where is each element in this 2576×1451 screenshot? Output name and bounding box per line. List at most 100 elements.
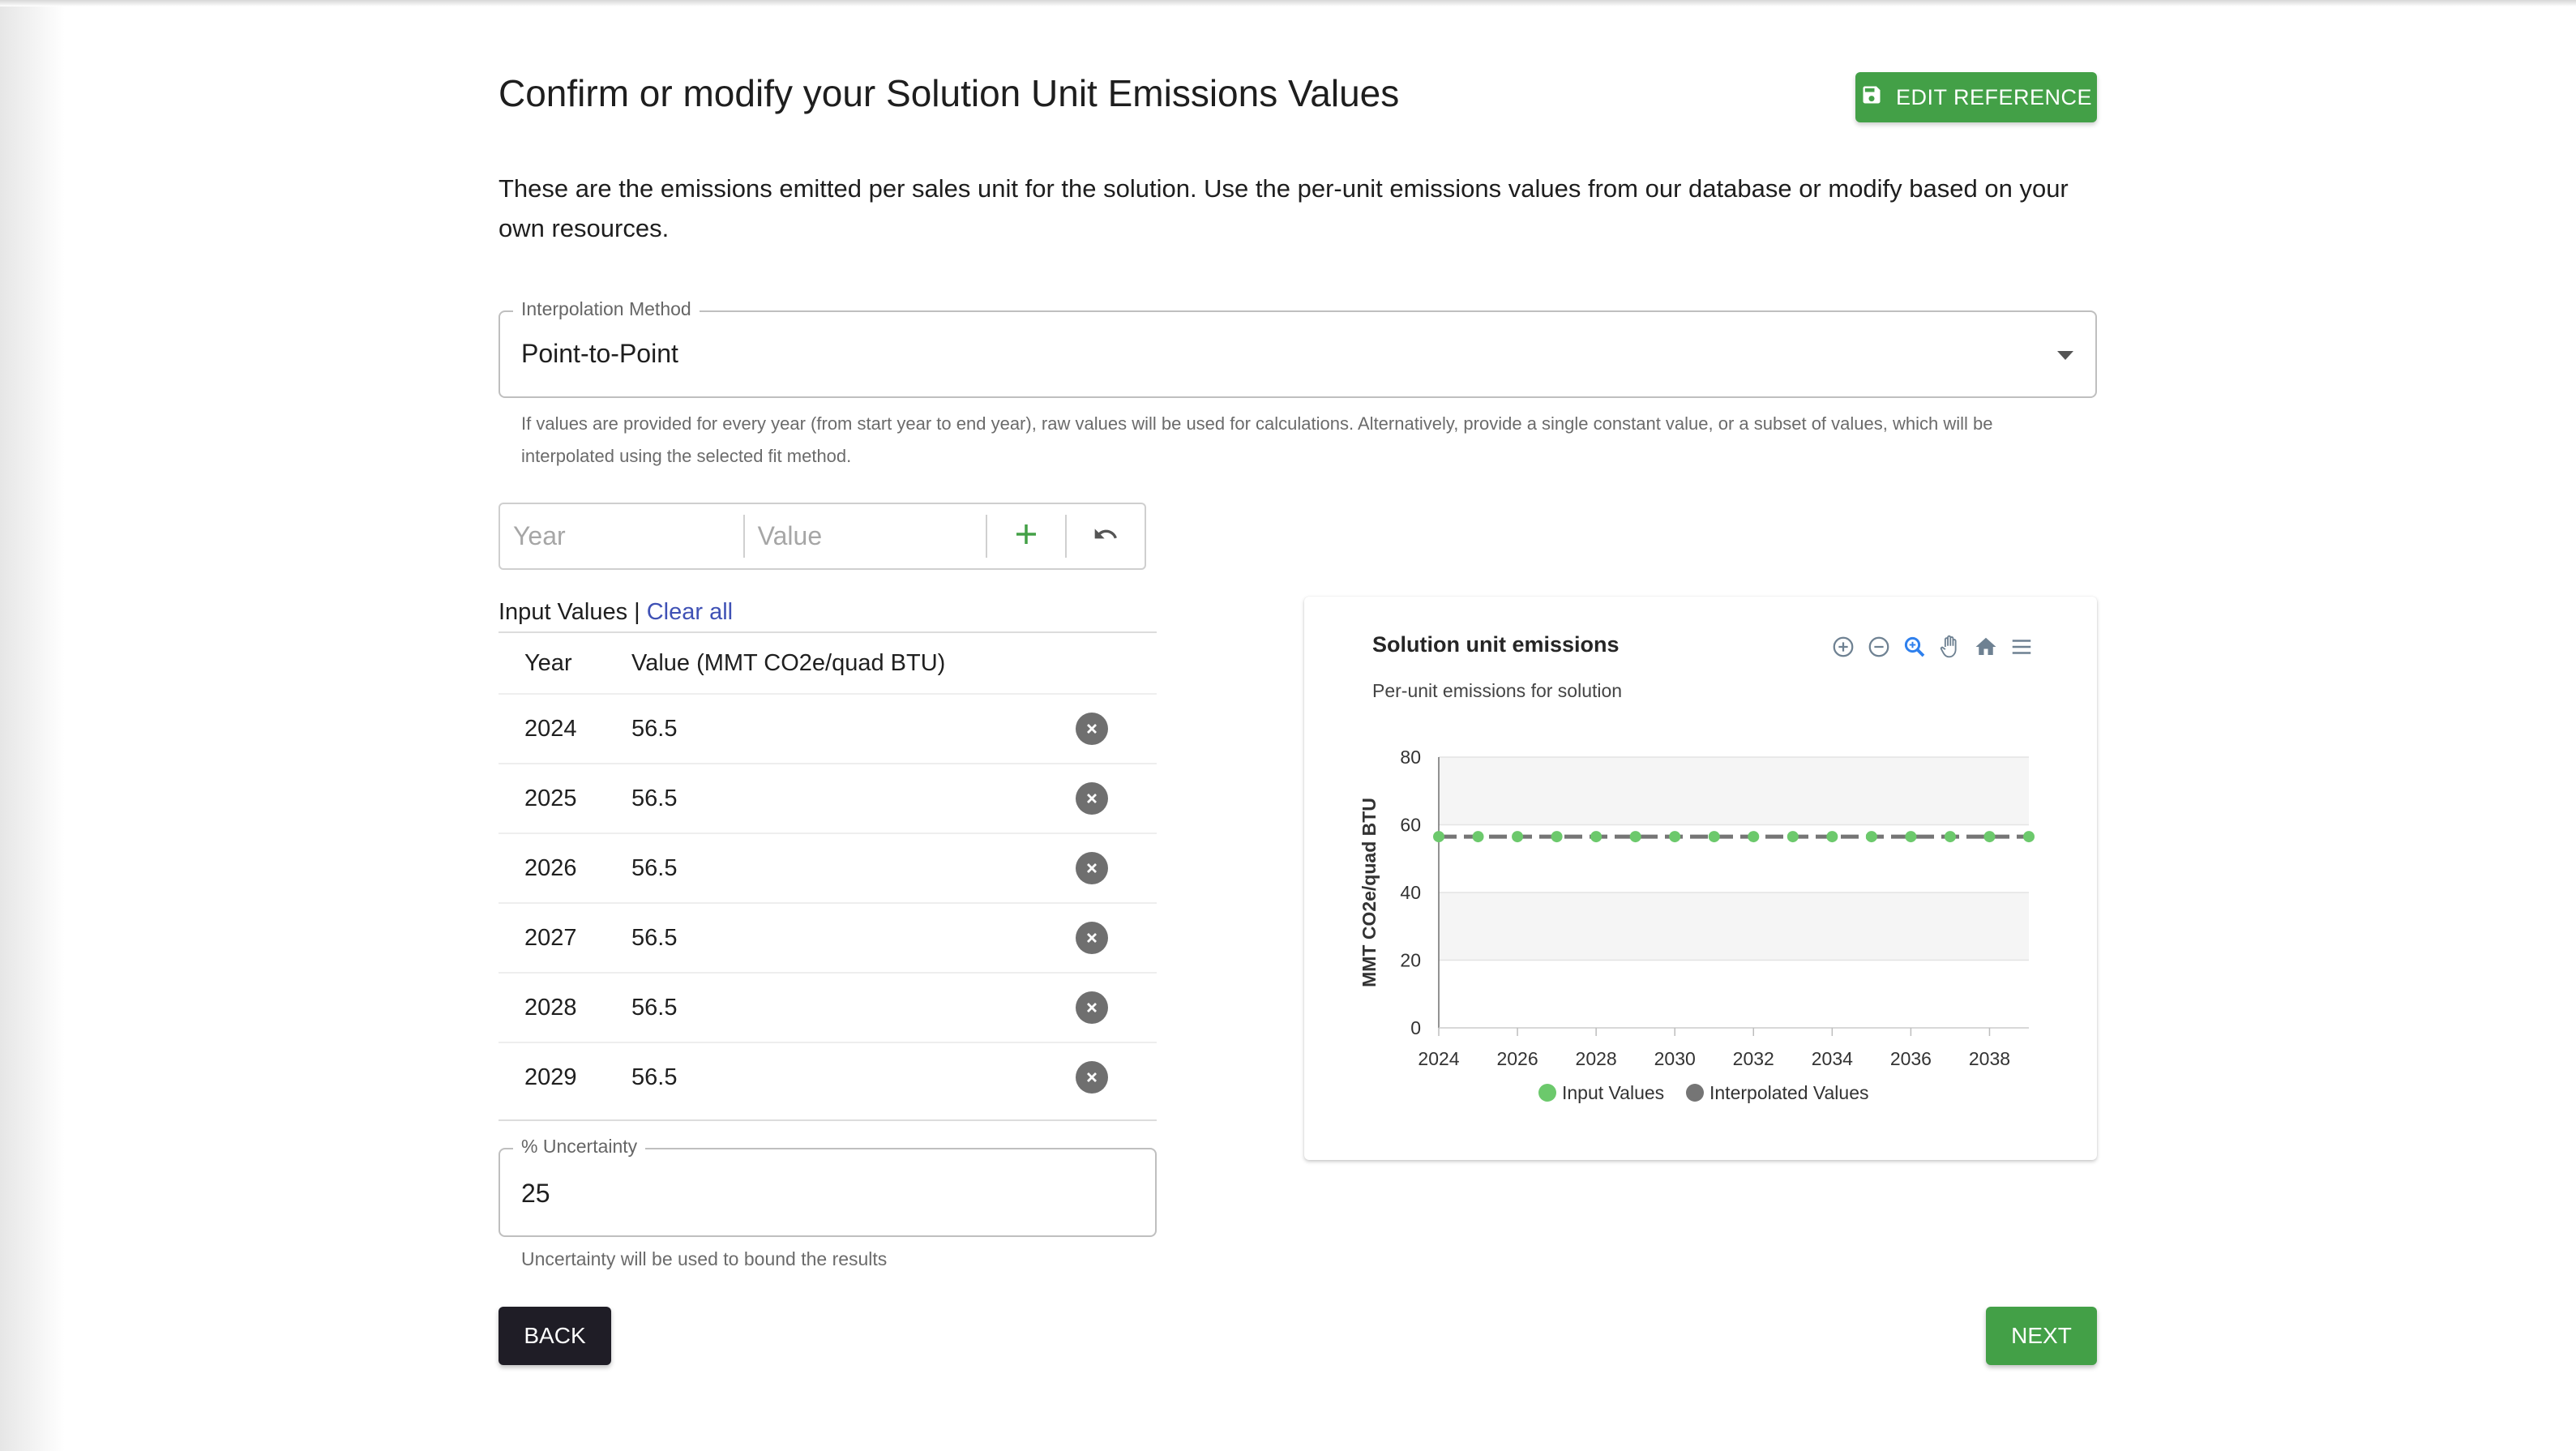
legend-label: Interpolated Values bbox=[1709, 1082, 1869, 1103]
x-tick-label: 2028 bbox=[1576, 1048, 1617, 1069]
row-value: 56.5 bbox=[631, 924, 678, 951]
remove-row-button[interactable] bbox=[1076, 782, 1108, 815]
table-row: 2025 56.5 bbox=[499, 764, 1157, 834]
table-top-divider bbox=[499, 631, 1157, 633]
pan-hand-icon[interactable] bbox=[1933, 632, 1967, 661]
data-point bbox=[1787, 831, 1799, 843]
heading-separator: | bbox=[627, 599, 647, 625]
remove-row-button[interactable] bbox=[1076, 1061, 1108, 1094]
row-year: 2027 bbox=[524, 924, 577, 951]
remove-row-button[interactable] bbox=[1076, 991, 1108, 1024]
data-point bbox=[1512, 831, 1524, 843]
row-year: 2028 bbox=[524, 994, 577, 1021]
y-tick-label: 80 bbox=[1400, 747, 1421, 768]
edit-reference-button[interactable]: EDIT REFERENCE bbox=[1855, 72, 2097, 122]
row-year: 2024 bbox=[524, 715, 577, 742]
x-tick-label: 2038 bbox=[1969, 1048, 2010, 1069]
close-circle-icon bbox=[1085, 925, 1099, 952]
x-tick-label: 2026 bbox=[1496, 1048, 1538, 1069]
page-description: These are the emissions emitted per sale… bbox=[499, 174, 2069, 242]
interpolation-helper-text: If values are provided for every year (f… bbox=[521, 413, 1993, 466]
uncertainty-field[interactable] bbox=[499, 1148, 1157, 1237]
grid-band bbox=[1439, 892, 2029, 961]
data-point bbox=[1944, 831, 1956, 843]
x-tick-label: 2032 bbox=[1733, 1048, 1774, 1069]
x-tick-label: 2036 bbox=[1890, 1048, 1932, 1069]
remove-row-button[interactable] bbox=[1076, 713, 1108, 745]
page-left-shadow bbox=[0, 0, 65, 1451]
close-circle-icon bbox=[1085, 995, 1099, 1021]
legend-marker bbox=[1686, 1084, 1704, 1102]
table-row: 2024 56.5 bbox=[499, 695, 1157, 764]
legend-label: Input Values bbox=[1562, 1082, 1664, 1103]
back-button[interactable]: BACK bbox=[499, 1307, 611, 1365]
x-tick-label: 2030 bbox=[1654, 1048, 1696, 1069]
zoom-in-icon[interactable] bbox=[1826, 632, 1860, 661]
entry-divider bbox=[1065, 515, 1068, 558]
close-circle-icon bbox=[1085, 716, 1099, 743]
row-year: 2026 bbox=[524, 854, 577, 881]
x-tick-label: 2024 bbox=[1418, 1048, 1459, 1069]
column-header-year: Year bbox=[524, 649, 572, 676]
remove-row-button[interactable] bbox=[1076, 852, 1108, 884]
data-point bbox=[1826, 831, 1838, 843]
uncertainty-label: % Uncertainty bbox=[513, 1136, 646, 1158]
chart-toolbar bbox=[1826, 632, 2039, 661]
row-value: 56.5 bbox=[631, 994, 678, 1021]
close-circle-icon bbox=[1085, 855, 1099, 882]
data-point bbox=[2023, 831, 2035, 843]
y-tick-label: 60 bbox=[1400, 815, 1421, 836]
next-button[interactable]: NEXT bbox=[1986, 1307, 2097, 1365]
clear-all-link[interactable]: Clear all bbox=[646, 599, 734, 625]
x-tick-label: 2034 bbox=[1812, 1048, 1853, 1069]
data-point bbox=[1472, 831, 1484, 843]
data-point bbox=[1551, 831, 1563, 843]
row-year: 2029 bbox=[524, 1064, 577, 1090]
data-point bbox=[1669, 831, 1681, 843]
data-point bbox=[1590, 831, 1603, 843]
input-values-title: Input Values bbox=[499, 599, 628, 625]
undo-button[interactable] bbox=[1067, 512, 1145, 561]
value-input[interactable]: Value bbox=[757, 521, 823, 550]
input-values-table: Year Value (MMT CO2e/quad BTU) 2024 56.5… bbox=[499, 633, 1157, 1111]
data-point bbox=[1708, 831, 1720, 843]
row-year: 2025 bbox=[524, 785, 577, 811]
table-row: 2027 56.5 bbox=[499, 904, 1157, 974]
edit-reference-label: EDIT REFERENCE bbox=[1895, 84, 2093, 109]
data-point bbox=[1433, 831, 1444, 843]
add-value-button[interactable] bbox=[987, 512, 1065, 561]
dropdown-caret-icon[interactable] bbox=[2057, 351, 2073, 360]
table-bottom-divider bbox=[499, 1119, 1157, 1121]
home-icon[interactable] bbox=[1969, 632, 2003, 661]
menu-icon[interactable] bbox=[2005, 632, 2039, 661]
page-top-shadow bbox=[0, 0, 2576, 6]
plus-icon bbox=[1013, 521, 1039, 551]
table-row: 2026 56.5 bbox=[499, 834, 1157, 904]
uncertainty-helper-text: Uncertainty will be used to bound the re… bbox=[521, 1248, 888, 1269]
year-value-entry: Year Value bbox=[499, 503, 1146, 570]
chart-subtitle: Per-unit emissions for solution bbox=[1372, 680, 1623, 701]
close-circle-icon bbox=[1085, 785, 1099, 812]
table-row: 2028 56.5 bbox=[499, 974, 1157, 1043]
data-point bbox=[1629, 831, 1641, 843]
interpolation-method-value[interactable]: Point-to-Point bbox=[521, 339, 678, 368]
zoom-selection-icon[interactable] bbox=[1898, 632, 1932, 661]
entry-divider bbox=[742, 515, 745, 558]
zoom-out-icon[interactable] bbox=[1862, 632, 1896, 661]
remove-row-button[interactable] bbox=[1076, 922, 1108, 954]
year-input[interactable]: Year bbox=[513, 521, 566, 550]
chart-title: Solution unit emissions bbox=[1372, 632, 1620, 657]
entry-divider bbox=[986, 515, 988, 558]
data-point bbox=[1905, 831, 1917, 843]
save-icon bbox=[1860, 83, 1883, 112]
y-tick-label: 0 bbox=[1410, 1017, 1421, 1038]
row-value: 56.5 bbox=[631, 785, 678, 811]
page-title: Confirm or modify your Solution Unit Emi… bbox=[499, 72, 1400, 114]
y-axis-label: MMT CO2e/quad BTU bbox=[1359, 798, 1380, 987]
input-values-heading: Input Values | Clear all bbox=[499, 599, 733, 626]
emissions-chart: 0 20 40 60 80 2024 2026 2028 2030 2032 2034 2036 203… bbox=[1359, 747, 2035, 1103]
table-header: Year Value (MMT CO2e/quad BTU) bbox=[499, 633, 1157, 695]
uncertainty-input[interactable]: 25 bbox=[521, 1179, 550, 1208]
interpolation-method-select[interactable] bbox=[499, 310, 2097, 398]
grid-band bbox=[1439, 960, 2029, 1028]
